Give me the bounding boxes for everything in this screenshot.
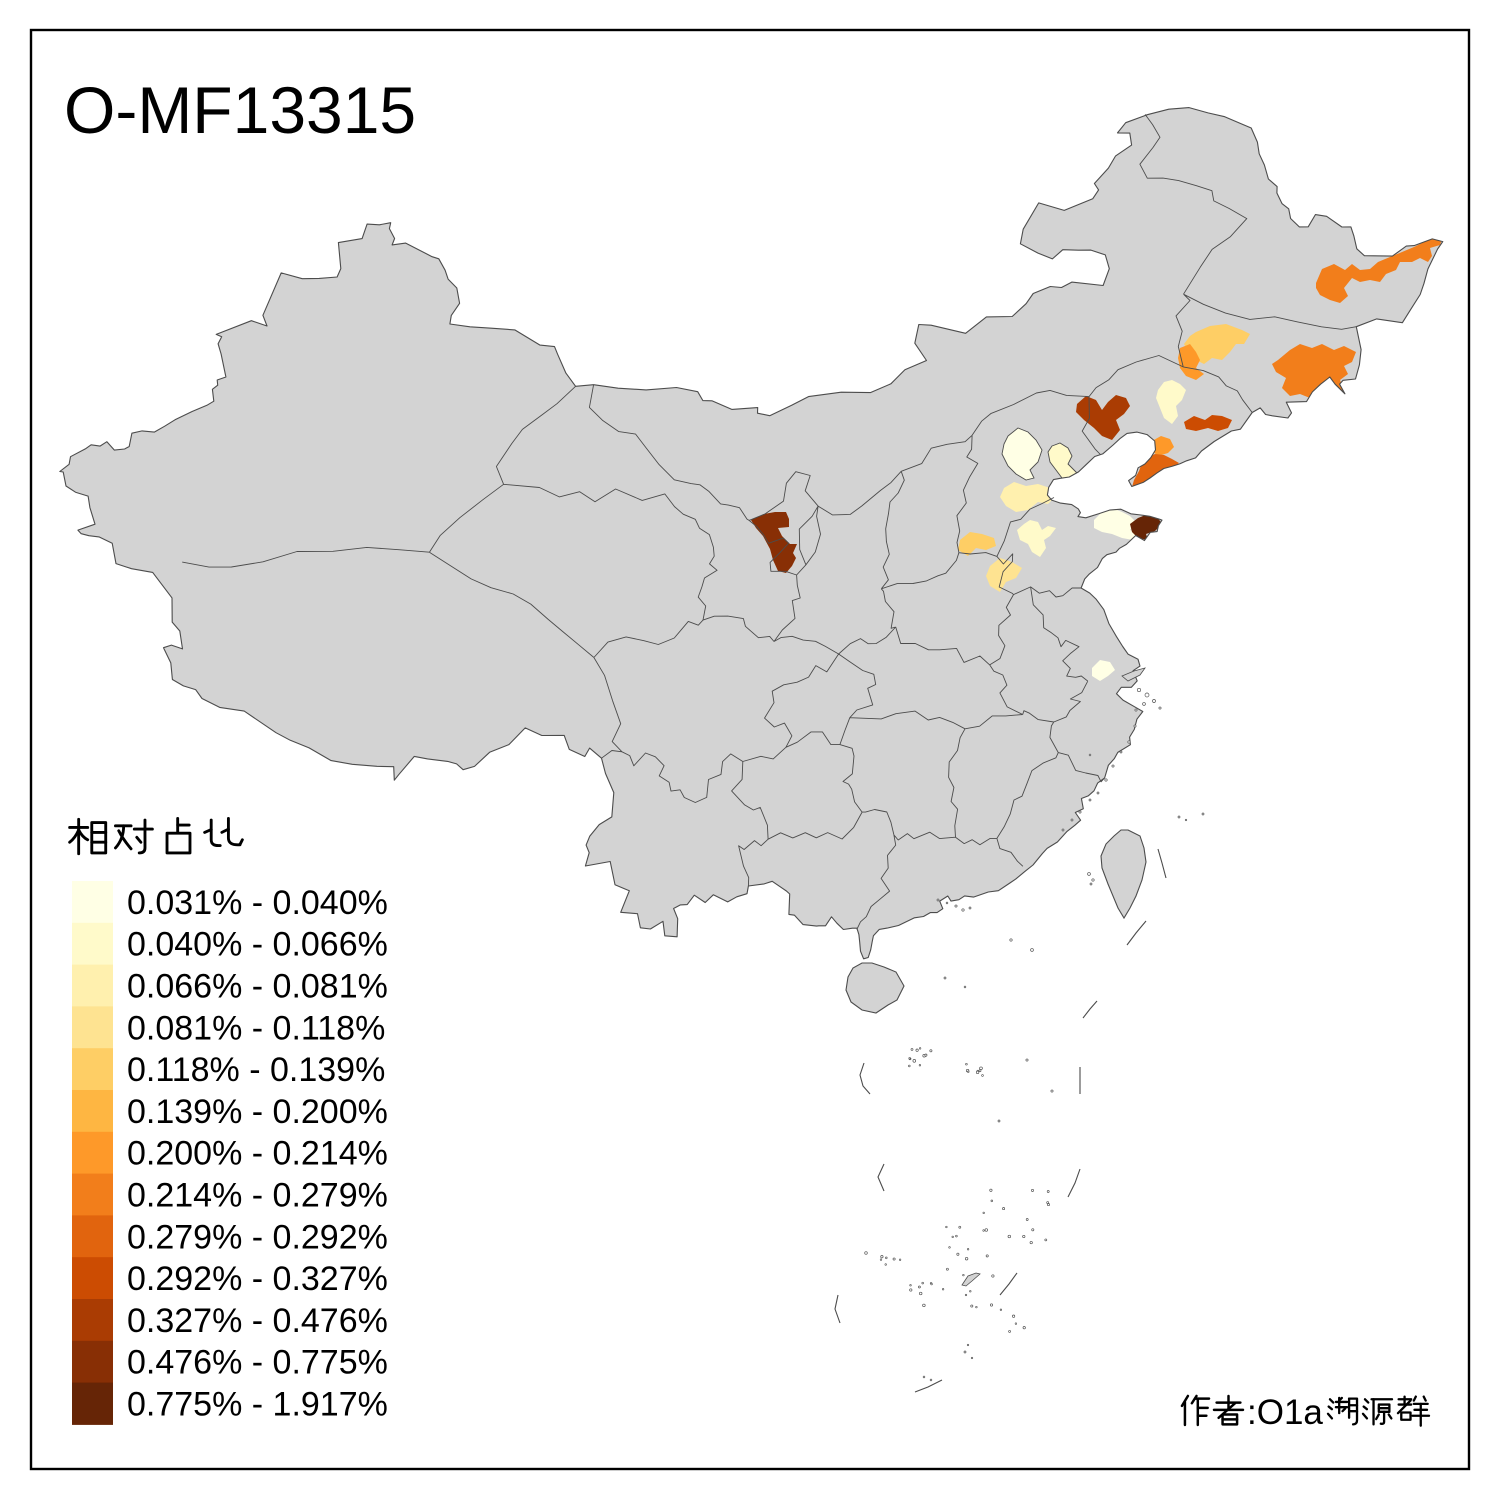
svg-text:0.775% - 1.917%: 0.775% - 1.917% [127, 1386, 388, 1424]
svg-text:0.327% - 0.476%: 0.327% - 0.476% [127, 1302, 388, 1340]
svg-text:0.066% - 0.081%: 0.066% - 0.081% [127, 968, 388, 1006]
svg-text:0.279% - 0.292%: 0.279% - 0.292% [127, 1218, 388, 1256]
svg-text::O1a: :O1a [1247, 1393, 1323, 1432]
svg-text:0.476% - 0.775%: 0.476% - 0.775% [127, 1344, 388, 1382]
svg-text:0.292% - 0.327%: 0.292% - 0.327% [127, 1260, 388, 1298]
svg-text:0.040% - 0.066%: 0.040% - 0.066% [127, 926, 388, 964]
svg-text:0.139% - 0.200%: 0.139% - 0.200% [127, 1093, 388, 1131]
svg-text:0.081% - 0.118%: 0.081% - 0.118% [127, 1009, 385, 1047]
svg-text:O-MF13315: O-MF13315 [64, 73, 416, 147]
svg-text:0.031% - 0.040%: 0.031% - 0.040% [127, 884, 388, 922]
svg-text:0.214% - 0.279%: 0.214% - 0.279% [127, 1177, 388, 1215]
svg-text:0.200% - 0.214%: 0.200% - 0.214% [127, 1135, 388, 1173]
svg-text:0.118% - 0.139%: 0.118% - 0.139% [127, 1051, 385, 1089]
